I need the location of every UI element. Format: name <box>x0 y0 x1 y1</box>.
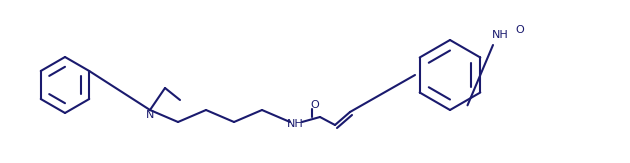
Text: NH: NH <box>287 119 304 129</box>
Text: N: N <box>146 110 154 120</box>
Text: O: O <box>515 25 524 35</box>
Text: O: O <box>311 100 319 110</box>
Text: NH: NH <box>491 30 508 40</box>
